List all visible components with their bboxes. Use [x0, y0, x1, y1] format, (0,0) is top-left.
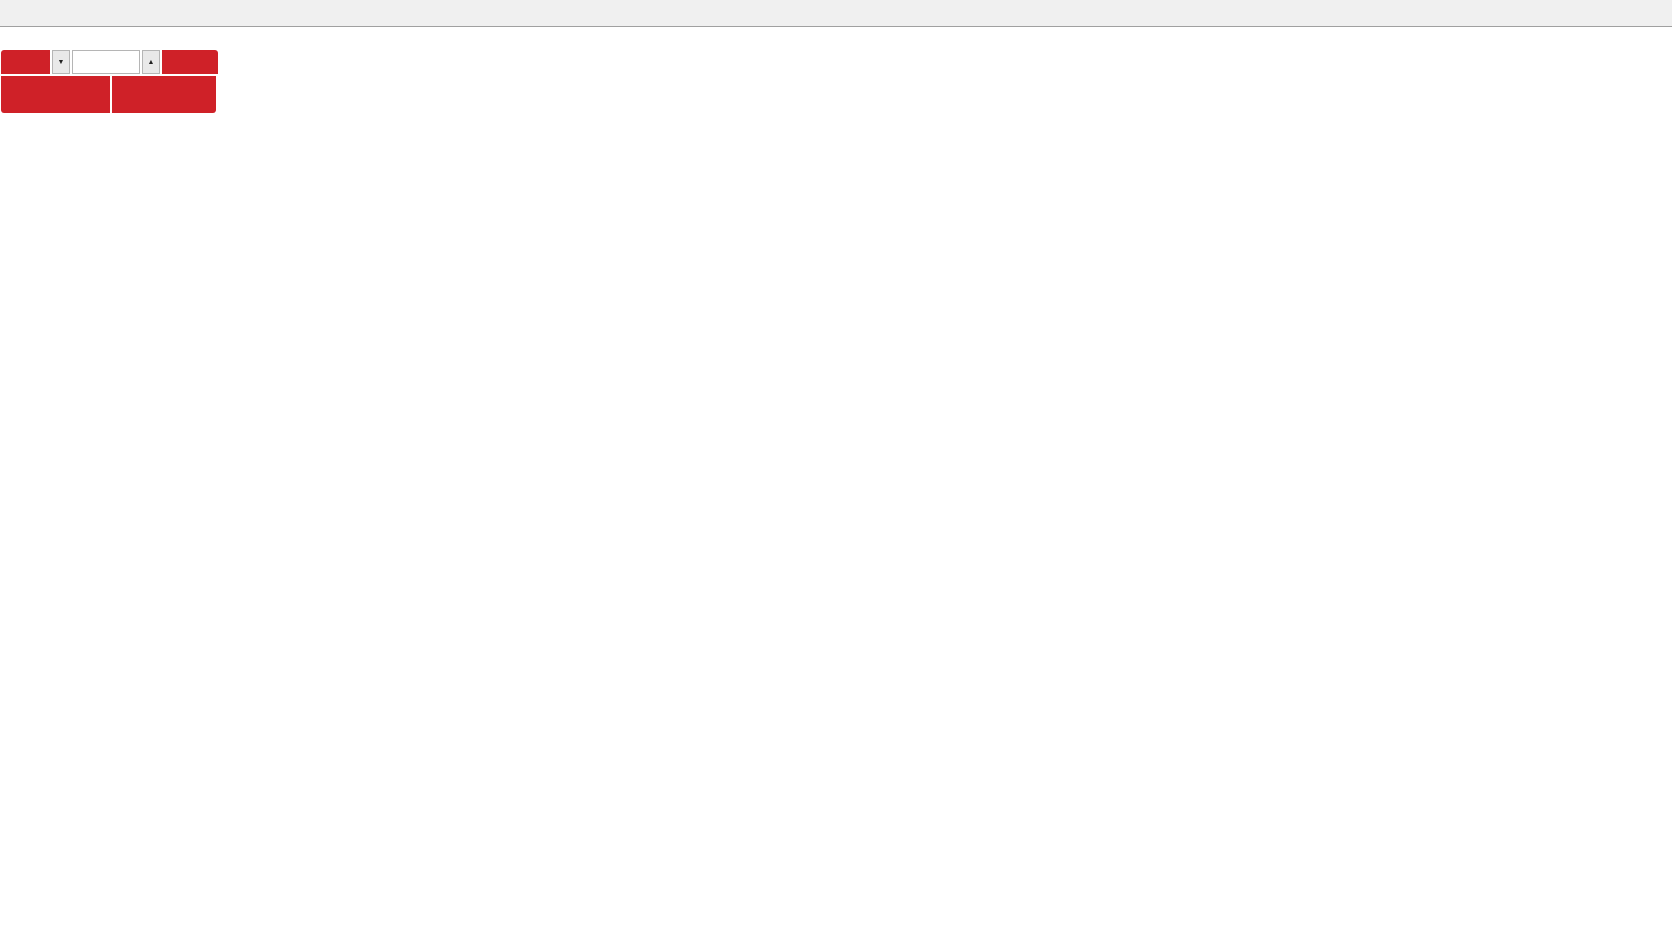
sell-price[interactable]	[1, 76, 110, 113]
volume-down-stepper[interactable]: ▼	[52, 50, 70, 74]
volume-field[interactable]	[72, 50, 140, 74]
toolbar	[0, 0, 1672, 27]
volume-up-stepper[interactable]: ▲	[142, 50, 160, 74]
buy-price[interactable]	[112, 76, 216, 113]
buy-button[interactable]	[162, 50, 218, 74]
sell-button[interactable]	[1, 50, 50, 74]
one-click-trade-panel: ▼ ▲	[1, 50, 218, 113]
